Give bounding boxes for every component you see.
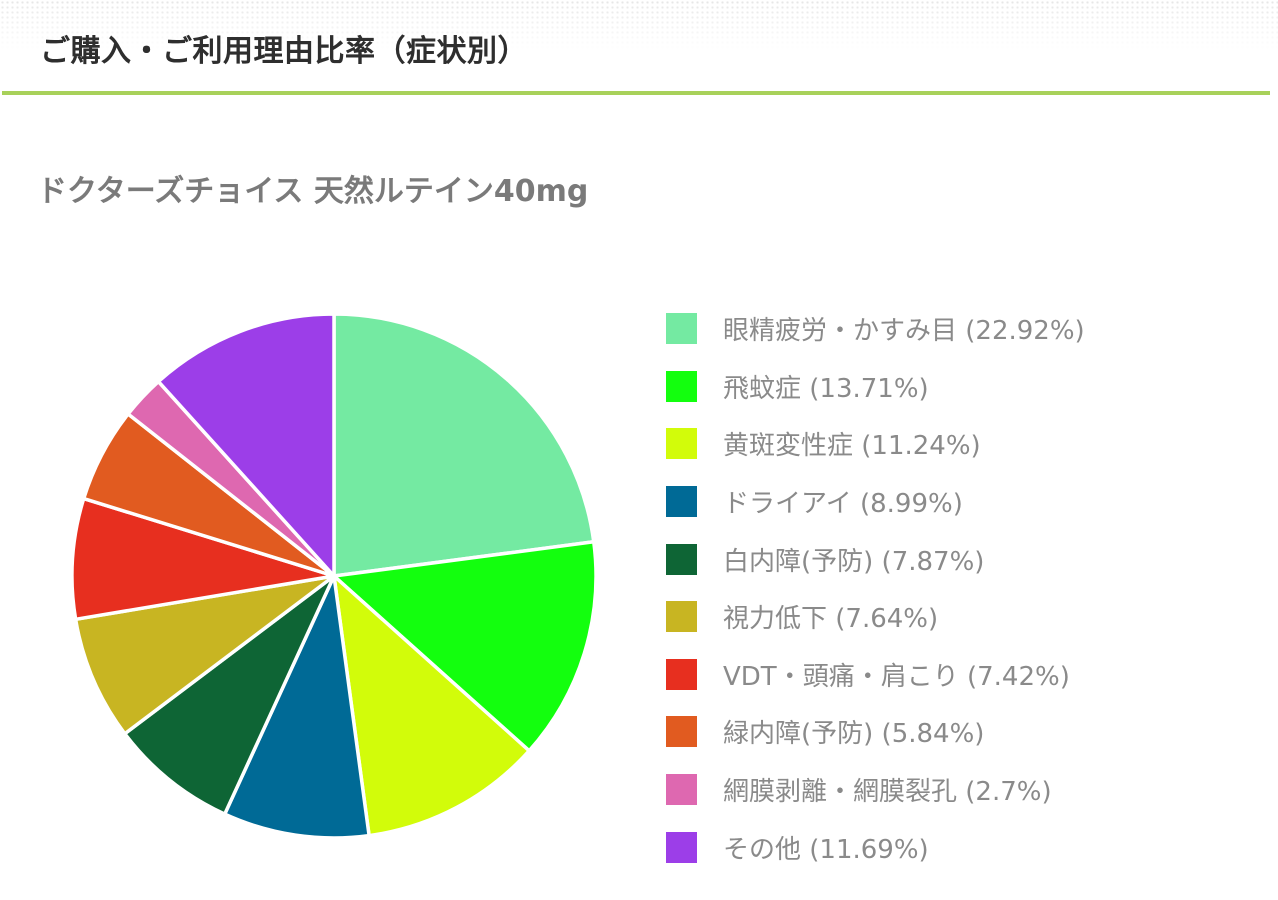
- chart-title: ドクターズチョイス 天然ルテイン40mg: [37, 174, 589, 209]
- pie-slice: [70, 496, 336, 622]
- pie-slice: [156, 312, 336, 578]
- legend-item: 視力低下 (7.64%): [666, 588, 1085, 646]
- legend-item: 網膜剥離・網膜裂孔 (2.7%): [666, 761, 1085, 819]
- pie-slice: [332, 574, 531, 838]
- pie-chart-svg: [70, 312, 598, 840]
- pie-slice: [222, 574, 371, 840]
- legend-label: 網膜剥離・網膜裂孔 (2.7%): [723, 777, 1052, 808]
- legend-label: ドライアイ (8.99%): [723, 489, 963, 520]
- legend-item: ドライアイ (8.99%): [666, 473, 1085, 531]
- legend-item: 飛蚊症 (13.71%): [666, 358, 1085, 416]
- legend-item: 黄斑変性症 (11.24%): [666, 415, 1085, 473]
- legend-label: 緑内障(予防) (5.84%): [723, 719, 985, 750]
- legend-label: 視力低下 (7.64%): [723, 604, 939, 635]
- legend-label: その他 (11.69%): [723, 834, 929, 865]
- legend-swatch: [666, 831, 697, 863]
- header-dot-pattern: [0, 0, 1278, 50]
- legend-item: 眼精疲労・かすみ目 (22.92%): [666, 300, 1085, 358]
- legend-label: VDT・頭痛・肩こり (7.42%): [723, 661, 1070, 692]
- legend-swatch: [666, 370, 697, 402]
- title-divider: [2, 91, 1270, 95]
- legend-swatch: [666, 716, 697, 748]
- legend-item: VDT・頭痛・肩こり (7.42%): [666, 646, 1085, 704]
- pie-slice: [332, 540, 598, 753]
- legend-label: 白内障(予防) (7.87%): [723, 546, 985, 577]
- legend-swatch: [666, 428, 697, 460]
- legend-swatch: [666, 486, 697, 518]
- legend-swatch: [666, 313, 697, 345]
- legend-item: 緑内障(予防) (5.84%): [666, 703, 1085, 761]
- legend-label: 眼精疲労・かすみ目 (22.92%): [723, 316, 1085, 347]
- legend-swatch: [666, 601, 697, 633]
- pie-slice: [73, 574, 336, 736]
- chart-legend: 眼精疲労・かすみ目 (22.92%) 飛蚊症 (13.71%) 黄斑変性症 (1…: [666, 300, 1085, 876]
- pie-slice: [123, 574, 336, 816]
- pie-slice: [332, 312, 596, 578]
- legend-swatch: [666, 658, 697, 690]
- legend-label: 飛蚊症 (13.71%): [723, 373, 929, 404]
- legend-item: 白内障(予防) (7.87%): [666, 530, 1085, 588]
- legend-swatch: [666, 774, 697, 806]
- legend-swatch: [666, 543, 697, 575]
- pie-chart: [62, 304, 606, 848]
- page-title: ご購入・ご利用理由比率（症状別）: [40, 34, 528, 69]
- legend-label: 黄斑変性症 (11.24%): [723, 431, 981, 462]
- legend-item: その他 (11.69%): [666, 818, 1085, 876]
